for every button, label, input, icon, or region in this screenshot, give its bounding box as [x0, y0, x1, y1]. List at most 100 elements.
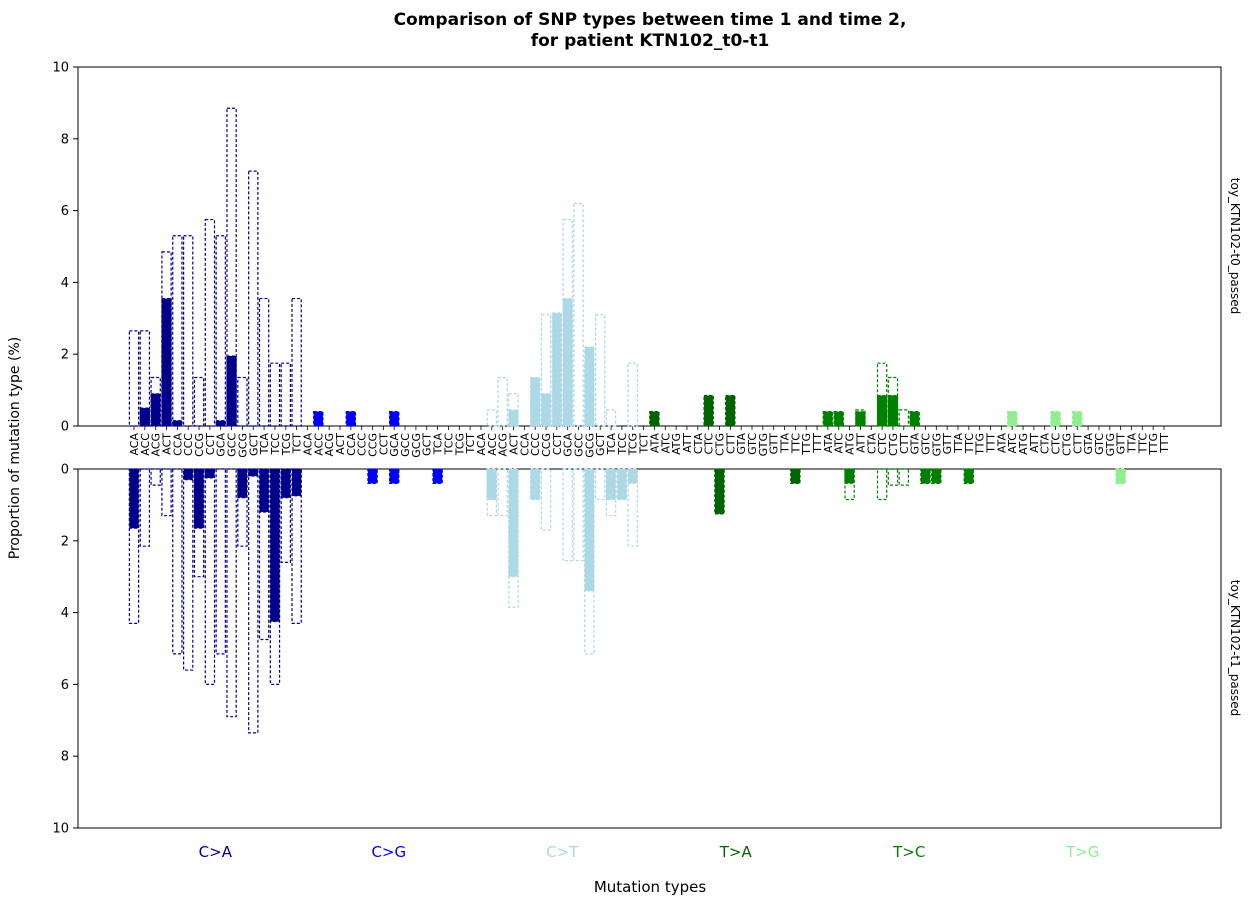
ci-box-t1 [193, 468, 205, 578]
context-label: GTT [768, 433, 781, 455]
context-label: GCT [594, 433, 607, 456]
bar-t1 [486, 468, 497, 501]
context-label: GTT [941, 433, 954, 455]
context-label: GTG [930, 433, 943, 456]
bar-t1 [258, 468, 270, 513]
y-tick-label-t1: 10 [52, 822, 69, 837]
context-label: GCA [388, 433, 401, 457]
bar-t0 [703, 394, 714, 427]
context-label: GCG [583, 433, 596, 458]
ci-box-t0 [139, 330, 151, 427]
ci-box-t1 [172, 468, 183, 655]
context-label: CCT [551, 433, 564, 455]
ci-box-t1 [562, 468, 573, 562]
context-label: CTA [692, 433, 705, 455]
context-label: GCT [421, 433, 434, 456]
ci-box-t1 [887, 468, 899, 486]
panel-frame-t1 [77, 468, 1222, 829]
context-label: TTT [1158, 433, 1171, 454]
ci-box-t1 [595, 468, 606, 501]
ci-box-t0 [193, 376, 205, 427]
y-tick-label-t0: 4 [61, 276, 69, 291]
context-label: CCT [204, 433, 217, 455]
bar-t1 [963, 468, 974, 484]
bar-t0 [1007, 411, 1018, 427]
ci-box-t1 [497, 468, 508, 517]
bar-t0 [530, 377, 541, 427]
context-label: GCC [573, 433, 586, 457]
context-label: GTC [746, 433, 759, 455]
bar-t1 [790, 468, 801, 484]
context-label: TCA [258, 433, 271, 456]
bar-t1 [183, 468, 194, 481]
y-tick-label-t0: 8 [61, 132, 69, 147]
ci-box-t0 [128, 330, 140, 427]
y-axis-label: Proportion of mutation type (%) [7, 337, 23, 559]
group-label: T>C [892, 843, 925, 861]
context-label: ACC [486, 433, 499, 456]
x-axis-label: Mutation types [594, 878, 707, 896]
bar-t0 [150, 393, 161, 427]
ci-box-t1 [183, 468, 194, 671]
group-label: C>T [546, 843, 579, 861]
bar-t1 [627, 468, 638, 484]
bar-t0 [313, 411, 324, 427]
context-label: TCA [605, 433, 618, 456]
context-label: ATA [995, 433, 1008, 454]
context-label: CTA [1039, 433, 1052, 455]
ci-box-t0 [237, 376, 248, 427]
y-tick-label-t0: 10 [52, 61, 69, 76]
ci-box-t0 [248, 170, 259, 427]
chart-title-line2: for patient KTN102_t0-t1 [531, 31, 770, 51]
context-label: GCG [236, 433, 249, 458]
context-label: CTC [703, 433, 716, 455]
bar-t1 [616, 468, 628, 501]
panel-frame-t0 [77, 66, 1222, 427]
bar-t1 [128, 468, 140, 529]
context-label: TTG [974, 433, 987, 456]
ci-box-t1 [204, 468, 216, 685]
bar-t0 [584, 346, 595, 427]
context-label: CCA [518, 433, 531, 456]
group-label: T>G [1065, 843, 1099, 861]
panel-label-t1: toy_KTN102-t1_passed [1228, 580, 1242, 716]
group-label: C>A [199, 843, 233, 861]
context-label: ATG [1017, 433, 1030, 455]
bar-t0 [1050, 411, 1061, 427]
bar-t0 [649, 411, 660, 427]
ci-box-t1 [139, 468, 151, 547]
ci-box-t1 [898, 468, 909, 486]
bar-t1 [269, 468, 281, 623]
context-label: ATT [1028, 433, 1041, 453]
context-label: CTG [887, 433, 900, 456]
ci-box-t0 [172, 235, 183, 427]
group-label: T>A [719, 843, 753, 861]
context-label: GTA [1082, 433, 1095, 455]
context-label: CCG [540, 433, 553, 457]
ci-box-t0 [204, 218, 216, 427]
context-label: ACA [475, 433, 488, 456]
bar-t0 [139, 407, 150, 427]
context-label: GTC [1093, 433, 1106, 455]
ci-box-t0 [497, 376, 508, 427]
context-label: CCA [171, 433, 184, 456]
context-label: ACA [128, 433, 141, 456]
context-label: GCC [226, 433, 239, 457]
ci-box-t1 [150, 468, 161, 486]
context-label: ATC [659, 433, 672, 454]
context-label: TCT [464, 433, 477, 455]
bar-t1 [714, 468, 725, 515]
context-label: CTG [1060, 433, 1073, 456]
context-label: CCC [529, 433, 542, 456]
context-label: TTC [1136, 433, 1149, 455]
context-label: ATC [1006, 433, 1019, 454]
y-tick-label-t0: 6 [61, 204, 69, 219]
ci-box-t0 [258, 297, 270, 427]
y-tick-label-t0: 2 [61, 348, 69, 363]
bar-t0 [215, 420, 226, 427]
context-label: CCC [356, 433, 369, 456]
context-label: CCG [193, 433, 206, 457]
bar-t0 [822, 411, 834, 427]
y-tick-label-t1: 2 [61, 534, 69, 549]
context-label: ACG [150, 433, 163, 457]
